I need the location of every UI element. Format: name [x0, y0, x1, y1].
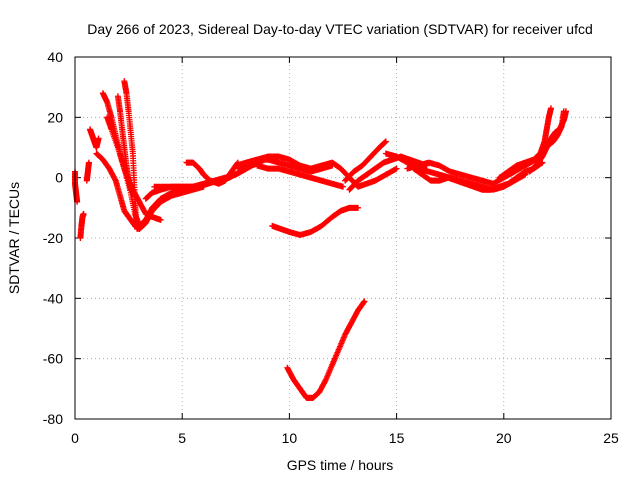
tick-labels: 0 5 10 15 20 25 -80 -60 -40 -20 0 20 40 — [43, 49, 619, 446]
series-arc-17 — [284, 298, 368, 401]
series-arc-2 — [77, 210, 87, 241]
chart-title: Day 266 of 2023, Sidereal Day-to-day VTE… — [87, 21, 593, 37]
series-arc-1 — [72, 168, 81, 205]
y-tick-label: 0 — [55, 170, 63, 186]
data-point — [547, 105, 554, 112]
data-point — [132, 192, 139, 199]
data-point — [340, 183, 346, 190]
data-point — [361, 298, 368, 305]
grid-lines — [75, 57, 611, 419]
series-arc-18 — [342, 138, 389, 184]
series-arc-23 — [496, 105, 554, 181]
data-point — [95, 135, 102, 142]
x-tick-label: 10 — [282, 430, 298, 446]
data-point — [329, 162, 336, 169]
series-arc-14 — [254, 162, 346, 190]
y-tick-label: 40 — [47, 49, 63, 65]
data-point — [560, 108, 567, 115]
x-tick-label: 15 — [389, 430, 405, 446]
x-tick-label: 20 — [496, 430, 512, 446]
series-arc-15 — [232, 156, 336, 175]
series-arc-4 — [87, 126, 102, 151]
data-points — [72, 78, 569, 401]
data-point — [157, 216, 164, 223]
y-tick-label: -40 — [43, 290, 63, 306]
series-arc-9 — [114, 93, 139, 199]
plot-frame — [74, 56, 612, 420]
data-point — [80, 210, 87, 217]
data-point — [393, 165, 400, 172]
data-point — [382, 138, 389, 145]
data-point — [85, 159, 92, 166]
data-point — [134, 225, 141, 232]
y-tick-label: -80 — [43, 411, 63, 427]
y-tick-label: -60 — [43, 351, 63, 367]
x-tick-label: 5 — [178, 430, 186, 446]
y-tick-label: 20 — [47, 109, 63, 125]
x-axis-label: GPS time / hours — [287, 457, 394, 473]
y-tick-label: -20 — [43, 230, 63, 246]
data-point — [355, 204, 362, 211]
series-arc-25 — [541, 108, 567, 154]
x-tick-label: 25 — [603, 430, 619, 446]
x-tick-label: 0 — [71, 430, 79, 446]
series-arc-16 — [269, 204, 362, 238]
series-arc-3 — [83, 159, 92, 184]
y-axis-label: SDTVAR / TECUs — [6, 182, 22, 294]
